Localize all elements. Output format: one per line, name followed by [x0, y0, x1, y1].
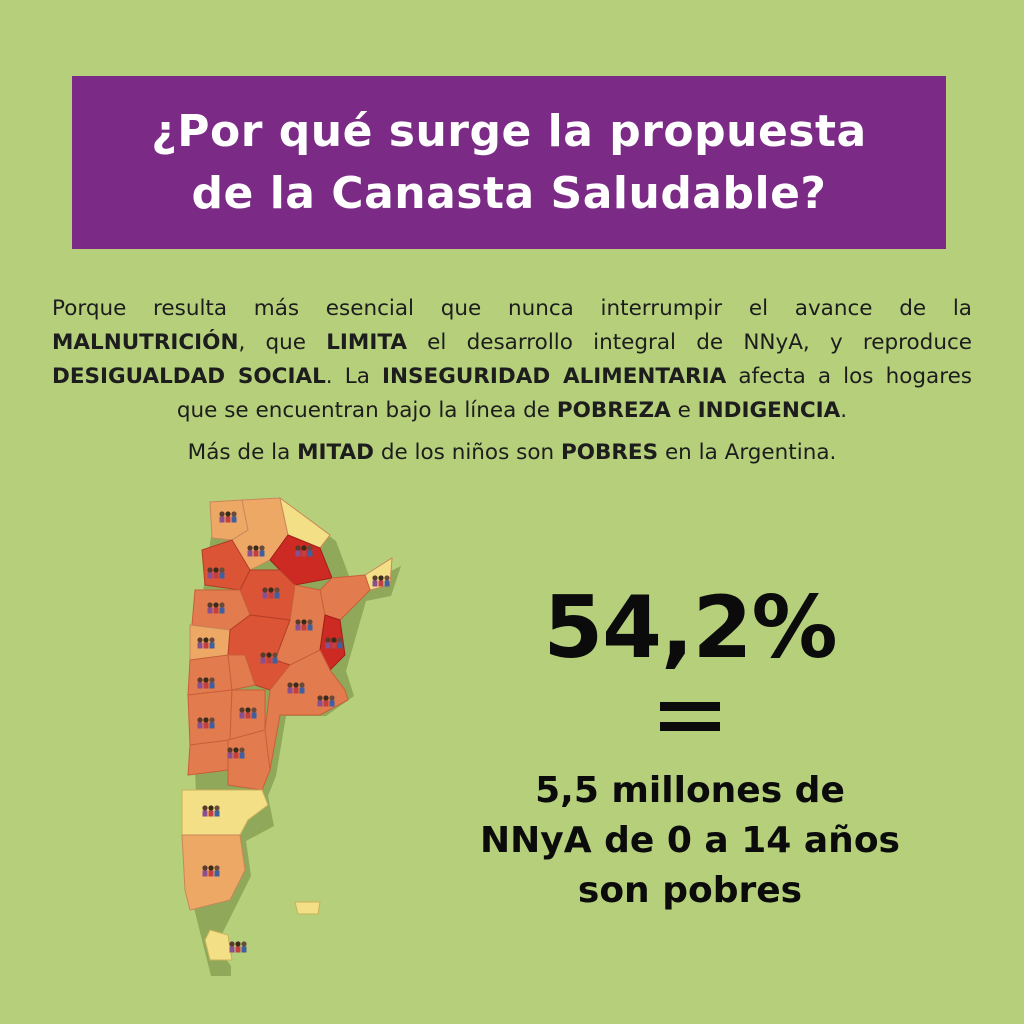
para-text: afecta a los hogares que se encuentran b…	[176, 364, 973, 423]
para-text: el desarrollo integral de NNyA, y reprod…	[406, 330, 972, 355]
para-text: .	[840, 398, 848, 423]
intro-paragraph: Porque resulta más esencial que nunca in…	[52, 292, 972, 428]
stat-line-3: son pobres	[577, 870, 803, 911]
para-keyword: INSEGURIDAD ALIMENTARIA	[382, 364, 727, 389]
title-line-2: de la Canasta Saludable?	[191, 167, 827, 219]
para-keyword: DESIGUALDAD SOCIAL	[52, 364, 326, 389]
para-keyword: INDIGENCIA	[697, 398, 841, 423]
secondary-paragraph: Más de la MITAD de los niños son POBRES …	[52, 436, 972, 470]
title-banner: ¿Por qué surge la propuesta de la Canast…	[72, 76, 946, 249]
province-mendoza	[187, 689, 233, 746]
stat-line-2: NNyA de 0 a 14 años	[480, 820, 900, 861]
para-keyword: MALNUTRICIÓN	[52, 330, 239, 355]
island-malvinas	[294, 901, 321, 915]
argentina-map	[181, 496, 401, 976]
para-text: Más de la	[187, 440, 298, 465]
province-tierradelfuego	[204, 929, 233, 961]
province-neuquen	[187, 739, 231, 776]
statistic-block: 54,2% 5,5 millones de NNyA de 0 a 14 año…	[470, 580, 910, 916]
poverty-percentage: 54,2%	[543, 578, 837, 678]
para-keyword: MITAD	[297, 440, 374, 465]
para-keyword: LIMITA	[326, 330, 407, 355]
para-text: , que	[238, 330, 327, 355]
title-line-1: ¿Por qué surge la propuesta	[151, 105, 867, 157]
para-text: en la Argentina.	[658, 440, 837, 465]
equals-sign	[660, 698, 720, 738]
province-rionegro	[227, 729, 271, 791]
para-text: e	[670, 398, 698, 423]
para-keyword: POBREZA	[556, 398, 671, 423]
para-text: de los niños son	[374, 440, 561, 465]
province-sanjuan	[187, 654, 233, 696]
stat-line-1: 5,5 millones de	[535, 770, 845, 811]
province-sanluis	[227, 654, 256, 691]
para-text: Porque resulta más esencial que nunca in…	[52, 296, 972, 321]
para-text: . La	[325, 364, 383, 389]
para-keyword: POBRES	[560, 440, 659, 465]
